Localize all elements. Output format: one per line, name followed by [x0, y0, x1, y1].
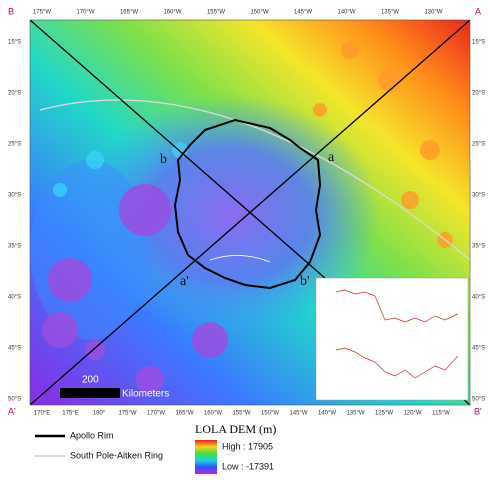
axis-label: 160°W	[204, 411, 222, 417]
axis-label: 130°W	[424, 10, 442, 16]
legend-high: High : 17905	[222, 441, 273, 451]
axis-label: 135°W	[381, 10, 399, 16]
axis-label: 135°W	[346, 411, 364, 417]
axis-label: 15°S	[8, 40, 21, 46]
axis-label: 20°S	[8, 91, 21, 97]
axis-label: 20°S	[472, 91, 485, 97]
axis-label: 145°W	[289, 411, 307, 417]
axis-label: 25°S	[8, 142, 21, 148]
legend-label: Apollo Rim	[70, 430, 114, 440]
axis-label: 35°S	[472, 244, 485, 250]
axis-label: 45°S	[8, 346, 21, 352]
legend-low: Low : -17391	[222, 461, 274, 471]
axis-label: 165°W	[120, 10, 138, 16]
scale-unit: Kilometers	[122, 389, 169, 400]
axis-label: 150°W	[261, 411, 279, 417]
corner-label: A	[475, 6, 481, 16]
axis-label: 45°S	[472, 346, 485, 352]
corner-label: B	[8, 6, 14, 16]
legend-label: South Pole-Aitken Ring	[70, 450, 163, 460]
profile-label: b	[160, 152, 167, 167]
axis-label: 165°W	[175, 411, 193, 417]
scale-value: 200	[82, 375, 99, 386]
axis-label: 145°W	[294, 10, 312, 16]
axis-label: 30°S	[8, 193, 21, 199]
axis-label: 40°S	[8, 295, 21, 301]
profile-label: a	[328, 150, 335, 165]
axis-label: 180°	[93, 411, 106, 417]
figure: b a a' b' 200 Kilometers B A A' B' Apoll…	[0, 0, 489, 477]
axis-label: 175°E	[62, 411, 78, 417]
axis-label: 35°S	[8, 244, 21, 250]
axis-label: 40°S	[472, 295, 485, 301]
profile-label: b'	[300, 274, 310, 289]
axis-label: 115°W	[432, 411, 450, 417]
axis-label: 175°W	[33, 10, 51, 16]
legend-title: LOLA DEM (m)	[195, 422, 276, 436]
axis-label: 155°W	[232, 411, 250, 417]
axis-label: 120°W	[403, 411, 421, 417]
axis-label: 140°W	[337, 10, 355, 16]
axis-label: 175°W	[118, 411, 136, 417]
corner-label: B'	[474, 406, 482, 416]
axis-label: 150°W	[250, 10, 268, 16]
axis-label: 15°S	[472, 40, 485, 46]
color-bar	[195, 440, 217, 474]
axis-label: 125°W	[375, 411, 393, 417]
dem-map	[30, 20, 470, 405]
axis-label: 140°W	[318, 411, 336, 417]
axis-label: 50°S	[8, 397, 21, 403]
axis-label: 160°W	[163, 10, 181, 16]
axis-label: 155°W	[207, 10, 225, 16]
corner-label: A'	[8, 406, 16, 416]
axis-label: 170°E	[34, 411, 50, 417]
axis-label: 50°S	[472, 397, 485, 403]
axis-label: 170°W	[147, 411, 165, 417]
axis-label: 25°S	[472, 142, 485, 148]
profile-label: a'	[180, 274, 189, 289]
axis-label: 170°W	[76, 10, 94, 16]
axis-label: 30°S	[472, 193, 485, 199]
